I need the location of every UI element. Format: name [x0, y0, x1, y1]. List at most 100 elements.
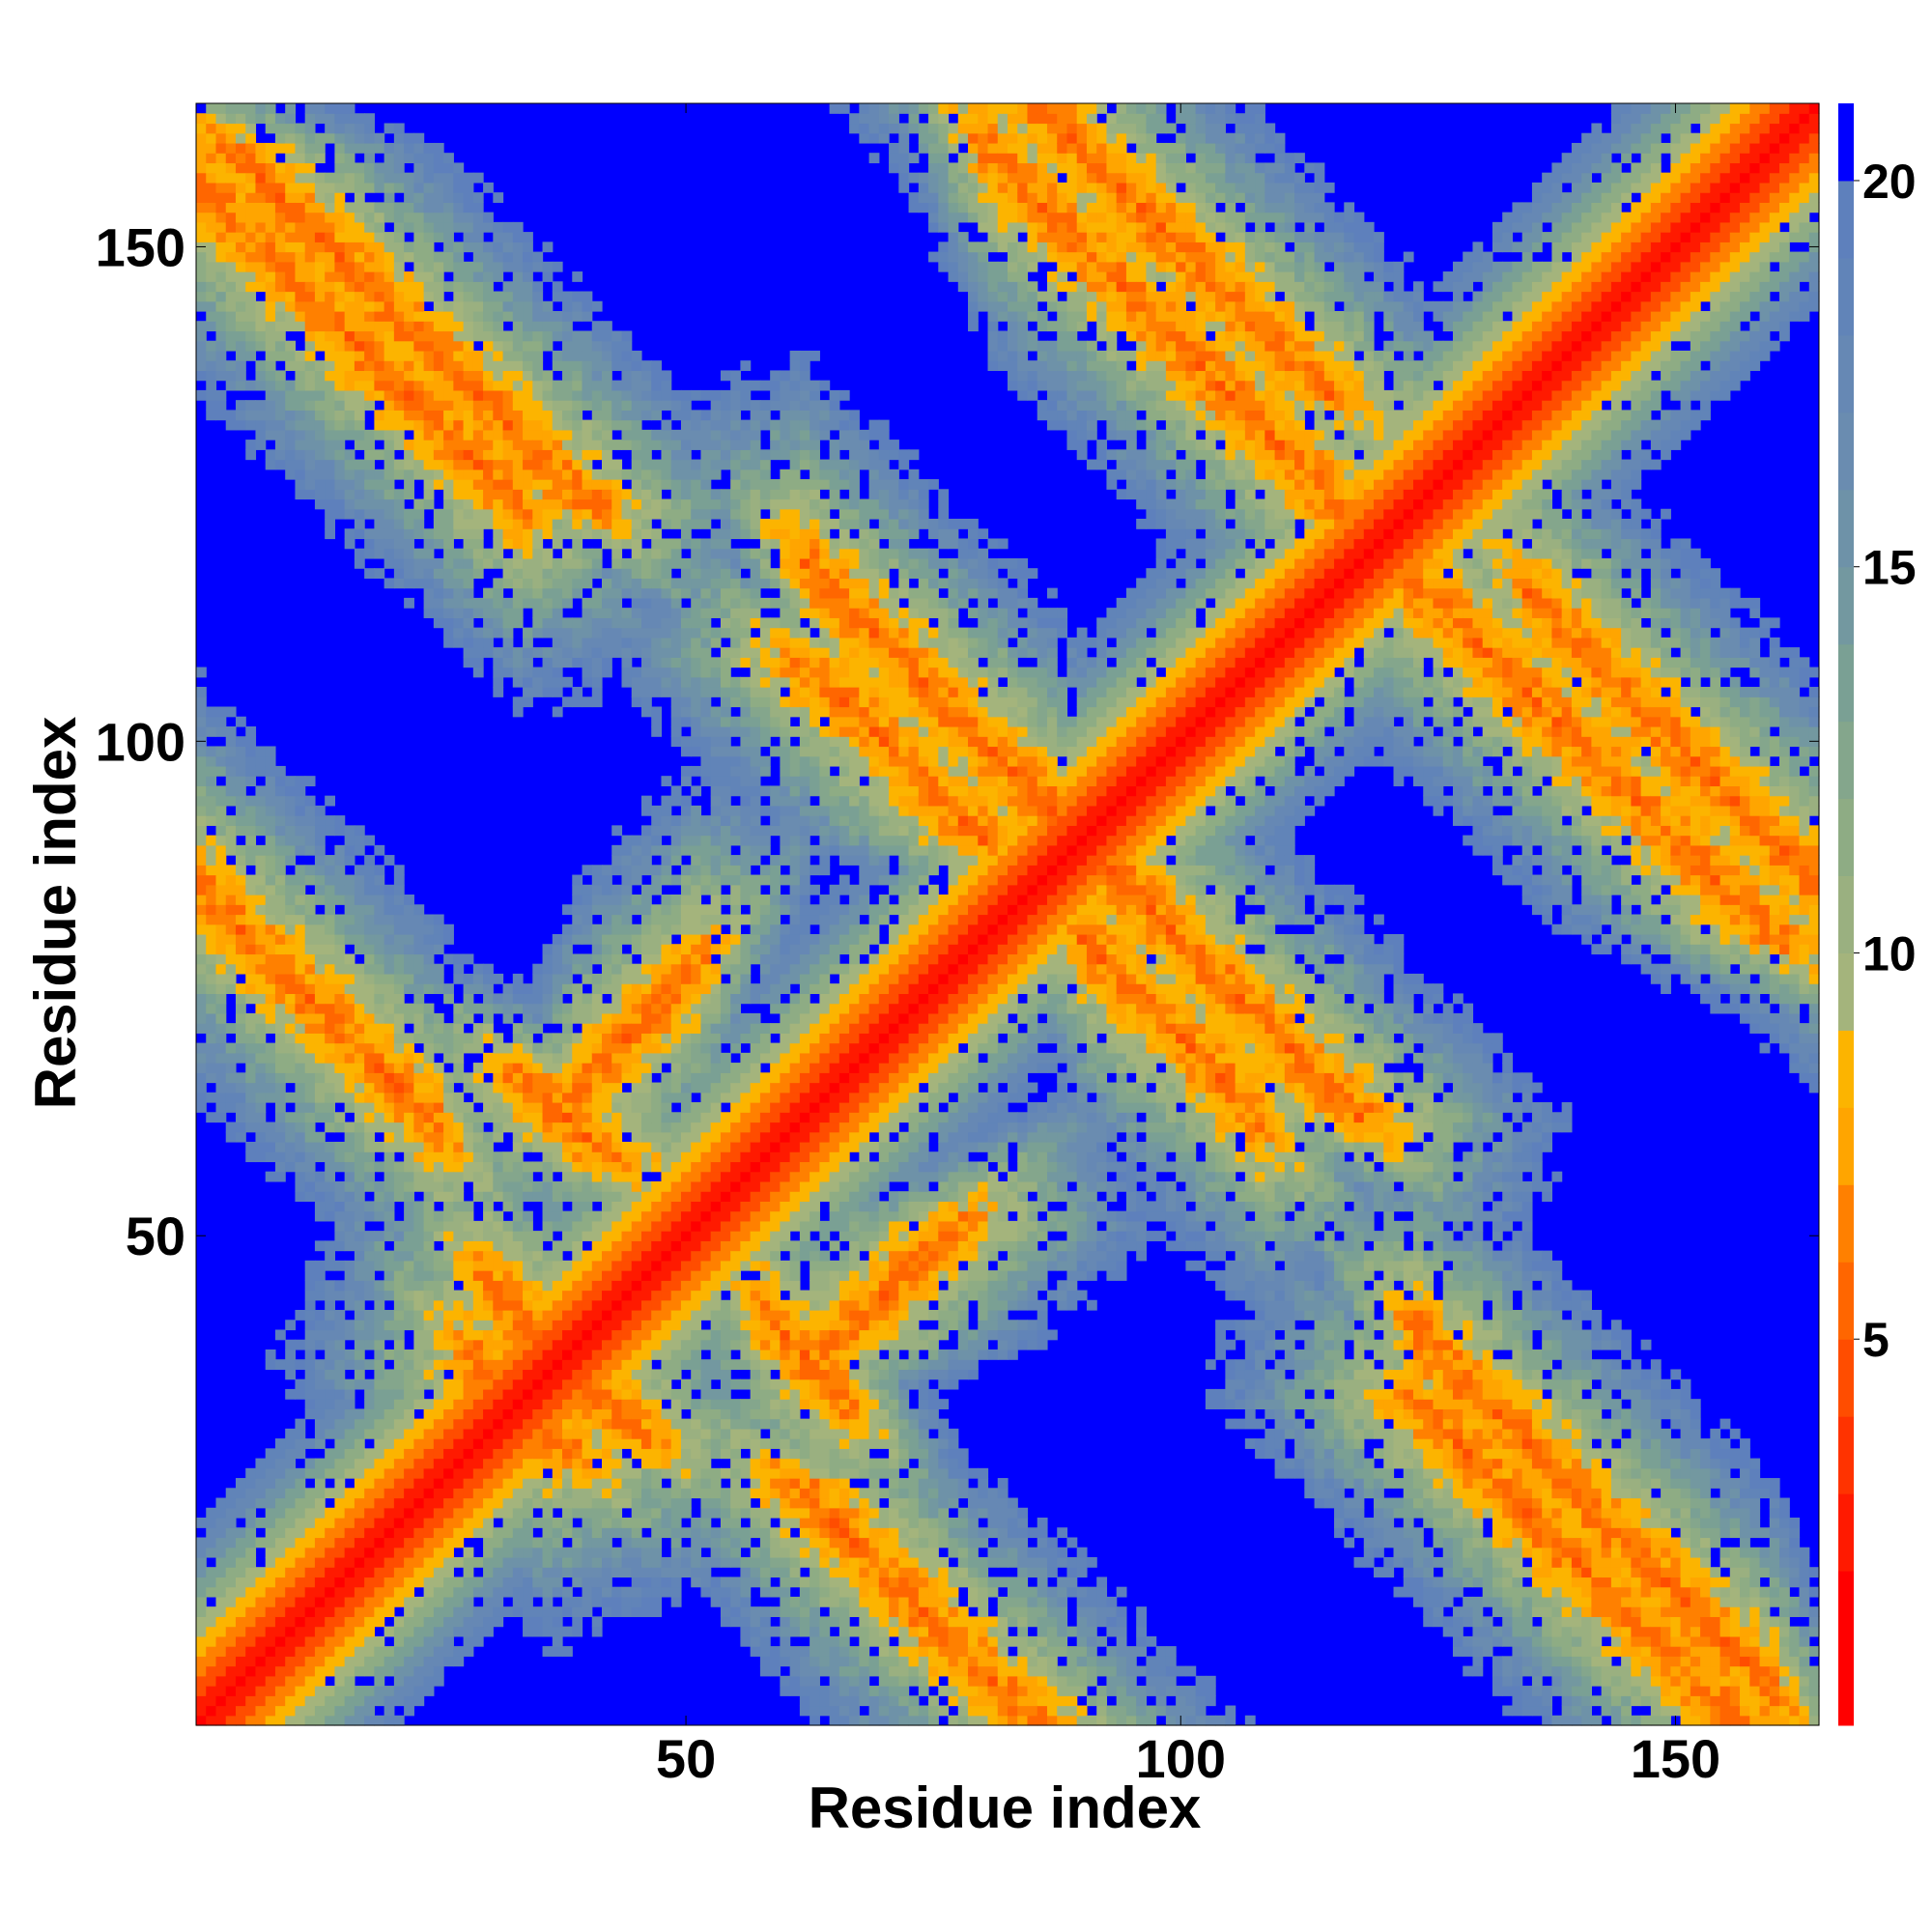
heatmap-cell	[285, 440, 296, 450]
heatmap-cell	[266, 213, 276, 223]
heatmap-cell	[483, 1053, 494, 1064]
heatmap-cell	[355, 420, 365, 431]
heatmap-cell	[572, 1280, 582, 1291]
heatmap-cell	[572, 1478, 582, 1489]
heatmap-cell	[483, 252, 494, 263]
heatmap-cell	[443, 1132, 454, 1143]
heatmap-cell	[266, 964, 276, 975]
heatmap-cell	[493, 668, 503, 678]
heatmap-cell	[453, 1646, 464, 1657]
heatmap-cell	[413, 1122, 424, 1132]
heatmap-cell	[532, 1537, 543, 1548]
heatmap-cell	[453, 568, 464, 579]
heatmap-cell	[245, 1706, 256, 1717]
heatmap-cell	[611, 983, 622, 994]
heatmap-cell	[275, 292, 286, 302]
heatmap-cell	[334, 1320, 345, 1330]
heatmap-cell	[424, 489, 435, 499]
heatmap-cell	[602, 1548, 612, 1558]
heatmap-cell	[632, 1161, 642, 1172]
heatmap-cell	[334, 1587, 345, 1598]
heatmap-cell	[543, 479, 554, 490]
heatmap-cell	[355, 1695, 365, 1706]
heatmap-cell	[355, 1666, 365, 1677]
heatmap-cell	[325, 983, 335, 994]
heatmap-cell	[413, 1291, 424, 1301]
heatmap-cell	[464, 1083, 474, 1094]
heatmap-cell	[434, 271, 444, 282]
heatmap-cell	[394, 1181, 405, 1192]
heatmap-cell	[374, 1438, 384, 1449]
heatmap-cell	[553, 647, 563, 658]
heatmap-cell	[255, 1567, 266, 1577]
heatmap-cell	[215, 232, 226, 242]
heatmap-cell	[305, 796, 316, 807]
heatmap-cell	[334, 1063, 345, 1073]
heatmap-cell	[493, 1359, 503, 1370]
heatmap-cell	[345, 103, 355, 114]
heatmap-cell	[493, 549, 503, 559]
heatmap-cell	[255, 1636, 266, 1647]
heatmap-cell	[413, 904, 424, 915]
heatmap-cell	[523, 1518, 533, 1528]
heatmap-cell	[443, 953, 454, 964]
heatmap-cell	[364, 1291, 375, 1301]
heatmap-cell	[334, 1557, 345, 1568]
heatmap-cell	[453, 162, 464, 173]
heatmap-cell	[374, 845, 384, 856]
heatmap-cell	[275, 1557, 286, 1568]
heatmap-cell	[582, 499, 593, 510]
heatmap-cell	[384, 1627, 395, 1637]
heatmap-cell	[266, 785, 276, 796]
heatmap-cell	[374, 232, 384, 242]
heatmap-cell	[325, 1320, 335, 1330]
heatmap-cell	[473, 1488, 484, 1498]
heatmap-cell	[245, 934, 256, 945]
heatmap-cell	[434, 1438, 444, 1449]
heatmap-cell	[236, 924, 246, 935]
heatmap-cell	[543, 628, 554, 639]
heatmap-cell	[632, 687, 642, 697]
heatmap-cell	[334, 173, 345, 184]
heatmap-cell	[345, 469, 355, 480]
heatmap-cell	[523, 1616, 533, 1627]
heatmap-cell	[226, 875, 237, 886]
heatmap-cell	[285, 1161, 296, 1172]
heatmap-cell	[404, 213, 414, 223]
heatmap-cell	[592, 390, 603, 401]
heatmap-cell	[325, 528, 335, 539]
heatmap-cell	[226, 736, 237, 747]
heatmap-cell	[523, 1577, 533, 1587]
heatmap-cell	[443, 460, 454, 470]
heatmap-cell	[553, 1329, 563, 1340]
heatmap-cell	[523, 1389, 533, 1400]
heatmap-cell	[226, 924, 237, 935]
heatmap-cell	[236, 292, 246, 302]
heatmap-cell	[473, 1132, 484, 1143]
heatmap-cell	[374, 1518, 384, 1528]
heatmap-cell	[592, 1181, 603, 1192]
heatmap-cell	[443, 1548, 454, 1558]
heatmap-cell	[305, 311, 316, 322]
heatmap-cell	[305, 143, 316, 154]
heatmap-cell	[592, 469, 603, 480]
heatmap-cell	[493, 489, 503, 499]
heatmap-cell	[443, 1310, 454, 1321]
heatmap-cell	[196, 1587, 207, 1598]
heatmap-cell	[523, 449, 533, 460]
heatmap-cell	[404, 1646, 414, 1657]
heatmap-cell	[275, 865, 286, 875]
heatmap-cell	[483, 1211, 494, 1222]
heatmap-cell	[453, 420, 464, 431]
heatmap-cell	[543, 1063, 554, 1073]
heatmap-cell	[364, 1656, 375, 1666]
heatmap-cell	[305, 1291, 316, 1301]
heatmap-cell	[434, 449, 444, 460]
heatmap-cell	[215, 924, 226, 935]
heatmap-cell	[355, 1161, 365, 1172]
heatmap-cell	[334, 301, 345, 312]
heatmap-cell	[215, 796, 226, 807]
heatmap-cell	[592, 410, 603, 420]
heatmap-cell	[355, 845, 365, 856]
heatmap-cell	[513, 321, 524, 331]
